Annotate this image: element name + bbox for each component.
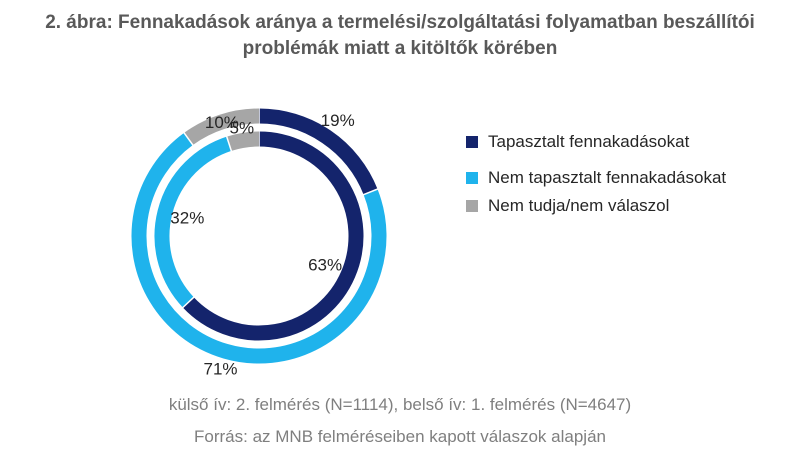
ring-note: külső ív: 2. felmérés (N=1114), belső ív… — [168, 395, 632, 414]
chart-legend: Tapasztalt fennakadásokat Nem tapasztalt… — [466, 130, 786, 230]
legend-item-not-experienced: Nem tapasztalt fennakadásokat — [466, 166, 786, 190]
legend-item-dont-know: Nem tudja/nem válaszol — [466, 194, 786, 218]
outer-ring-slice-not-experienced — [131, 132, 387, 364]
outer-ring-label-dont-know: 10% — [205, 113, 239, 132]
chart-title-line-2: problémák miatt a kitöltők körében — [242, 38, 558, 59]
inner-ring-label-dont-know: 5% — [230, 118, 255, 137]
legend-label-experienced: Tapasztalt fennakadásokat — [488, 132, 690, 151]
inner-ring-label-not-experienced: 32% — [170, 209, 204, 228]
inner-ring-label-experienced: 63% — [308, 256, 342, 275]
legend-swatch-not-experienced — [466, 172, 478, 184]
inner-ring-separator — [181, 296, 195, 309]
inner-ring-slice-dont-know — [226, 131, 260, 151]
outer-ring-separator — [183, 132, 194, 146]
legend-swatch-dont-know — [466, 200, 478, 212]
legend-label-dont-know: Nem tudja/nem válaszol — [488, 196, 670, 215]
legend-label-not-experienced: Nem tapasztalt fennakadásokat — [488, 168, 727, 187]
outer-ring-slice-experienced — [258, 108, 378, 195]
chart-title: 2. ábra: Fennakadások aránya a termelési… — [0, 10, 800, 62]
inner-ring-slice-not-experienced — [154, 136, 232, 308]
chart-title-line-1: 2. ábra: Fennakadások aránya a termelési… — [45, 12, 755, 33]
legend-swatch-experienced — [466, 136, 478, 148]
inner-ring-slice-experienced — [182, 131, 364, 341]
outer-ring-label-not-experienced: 71% — [203, 360, 237, 379]
outer-ring-label-experienced: 19% — [321, 111, 355, 130]
source-note: Forrás: az MNB felméréseiben kapott vála… — [194, 427, 606, 446]
legend-item-experienced: Tapasztalt fennakadásokat — [466, 130, 786, 154]
outer-ring-slice-dont-know — [184, 108, 260, 146]
inner-ring-separator — [225, 135, 233, 152]
outer-ring-separator — [362, 188, 379, 196]
